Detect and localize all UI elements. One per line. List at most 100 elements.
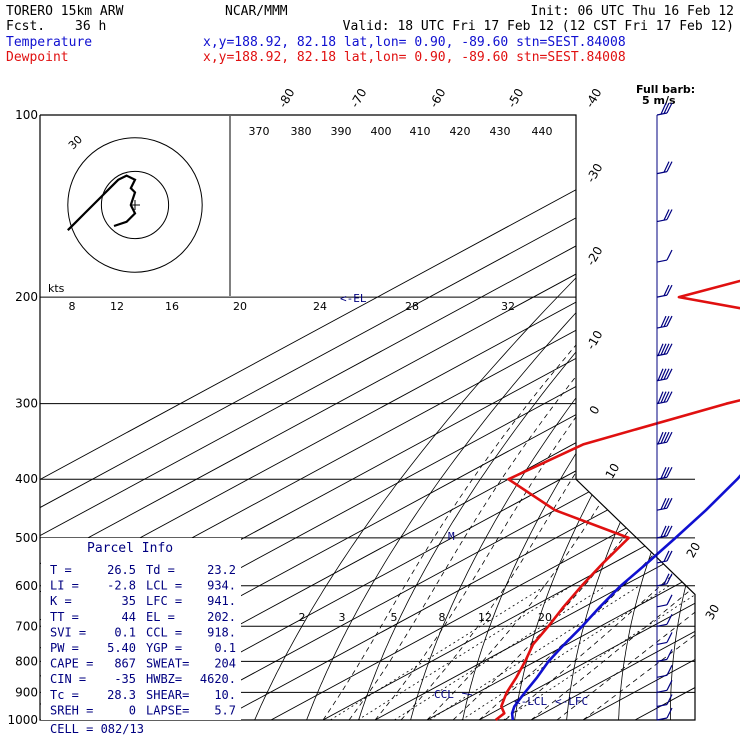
hodograph-speed-label: 28 xyxy=(405,300,419,313)
wind-barb-flag xyxy=(666,209,673,220)
wind-barb xyxy=(656,466,673,480)
wind-barb xyxy=(656,161,673,175)
wind-barb-flag xyxy=(666,497,673,509)
wind-barb-shaft xyxy=(656,507,668,511)
wind-barb-shaft xyxy=(656,604,668,608)
dry-adiabat xyxy=(721,115,740,720)
isotherm-line xyxy=(322,115,695,720)
wind-barb xyxy=(656,391,673,405)
forecast-label: Fcst. xyxy=(6,19,45,34)
wind-barb-flag xyxy=(666,614,673,625)
hodograph-units: kts xyxy=(48,282,65,295)
parcel-field-label: SVI = xyxy=(50,625,86,639)
wind-barb-flag xyxy=(663,284,670,296)
wind-barb-shaft xyxy=(656,641,668,646)
pressure-tick-label: 700 xyxy=(15,619,38,633)
wind-barb-shaft xyxy=(656,112,668,116)
wind-barb-flag xyxy=(666,649,673,660)
theta-label: 380 xyxy=(291,125,312,138)
isotherm-line xyxy=(40,115,695,720)
parcel-field-value: 202. xyxy=(207,610,236,624)
hodograph-speed-label: 20 xyxy=(233,300,247,313)
parcel-field-value: 28.3 xyxy=(107,688,136,702)
hodograph-speed-label: 8 xyxy=(69,300,76,313)
wind-barb-flag xyxy=(666,343,673,355)
mixing-ratio-line xyxy=(461,585,670,720)
wind-barb xyxy=(656,594,673,608)
parcel-field-label: Td = xyxy=(146,563,175,577)
parcel-field-label: HWBZ= xyxy=(146,672,182,686)
parcel-field-label: CAPE = xyxy=(50,657,93,671)
wind-barb-flag xyxy=(666,431,673,443)
wind-barb-flag xyxy=(660,368,667,381)
isotherm-line xyxy=(218,115,695,720)
wind-barb-shaft xyxy=(656,171,668,175)
wind-barb-shaft xyxy=(656,689,668,693)
wind-barb-flag xyxy=(666,161,673,172)
parcel-field-value: 5.7 xyxy=(214,703,236,717)
mixing-ratio-label: 3 xyxy=(339,611,346,624)
parcel-field-label: YGP = xyxy=(146,641,182,655)
hodograph-background xyxy=(44,116,230,296)
wind-barb-flag xyxy=(660,343,667,356)
wind-barb xyxy=(656,102,673,116)
ccl-pointer xyxy=(461,692,473,696)
parcel-field-value: 35 xyxy=(122,594,136,608)
wind-barb-flag xyxy=(660,315,667,328)
theta-label: 400 xyxy=(371,125,392,138)
isotherm-label: -80 xyxy=(276,86,298,110)
pressure-tick-label: 300 xyxy=(15,397,38,411)
parcel-field-label: EL = xyxy=(146,610,175,624)
wind-barb-flag xyxy=(666,632,673,643)
wind-barb-flag xyxy=(663,550,670,562)
parcel-field-label: SHEAR= xyxy=(146,688,189,702)
isotherm-line xyxy=(478,115,695,720)
wind-barb xyxy=(656,707,673,721)
theta-label: 410 xyxy=(410,125,431,138)
parcel-info-panel: Parcel Info T = 26.5 Td = 23.2 LI = -2.8 LCL = 9… xyxy=(41,538,241,736)
pressure-tick-label: 1000 xyxy=(7,713,38,727)
plot-frame xyxy=(39,114,696,721)
dewpoint-legend: Dewpoint xyxy=(6,50,69,65)
wind-barb-flag xyxy=(666,391,673,402)
isotherm-label: 0 xyxy=(587,403,603,417)
wind-barb xyxy=(656,550,673,564)
wind-barb xyxy=(656,665,673,678)
hodograph-ring xyxy=(100,170,170,240)
pressure-tick-label: 600 xyxy=(15,579,38,593)
dry-adiabat xyxy=(254,115,695,720)
profile-annotation: <-LFC xyxy=(555,695,588,708)
parcel-cell: CELL = 082/13 xyxy=(50,722,144,736)
isotherm-label: -60 xyxy=(427,86,449,110)
profile-annotation: CCL xyxy=(434,688,454,701)
parcel-panel-background xyxy=(41,538,241,720)
parcel-field-value: 4620. xyxy=(200,672,236,686)
isotherm-line xyxy=(40,115,695,720)
wind-barb-flag xyxy=(663,368,670,380)
parcel-field-label: CIN = xyxy=(50,672,86,686)
valid-time: Valid: 18 UTC Fri 17 Feb 12 (12 CST Fri … xyxy=(343,19,734,34)
mixing-ratio-label: 12 xyxy=(478,611,492,624)
isotherm-line xyxy=(270,115,695,720)
wind-barb-shaft xyxy=(656,294,668,298)
theta-label: 440 xyxy=(532,125,553,138)
wind-barb-flag xyxy=(663,315,670,327)
wind-barb-shaft xyxy=(656,658,668,662)
dry-adiabat xyxy=(514,115,695,720)
wind-barb-flag xyxy=(663,431,670,444)
isotherm-line xyxy=(374,115,695,720)
parcel-field-label: LI = xyxy=(50,579,79,593)
pressure-tick-label: 200 xyxy=(15,290,38,304)
dry-adiabat xyxy=(358,115,695,720)
parcel-field-label: K = xyxy=(50,594,72,608)
wind-barb-flag xyxy=(657,391,664,404)
wind-barb-flag xyxy=(666,284,673,296)
parcel-field-value: 204 xyxy=(214,657,236,671)
isotherm-label: -70 xyxy=(348,86,370,110)
parcel-field-value: 0.1 xyxy=(214,641,236,655)
mixing-ratio-label: 20 xyxy=(538,611,552,624)
location-line-dewpoint: x,y=188.92, 82.18 lat,lon= 0.90, -89.60 … xyxy=(203,50,626,65)
wind-barb xyxy=(656,497,673,511)
